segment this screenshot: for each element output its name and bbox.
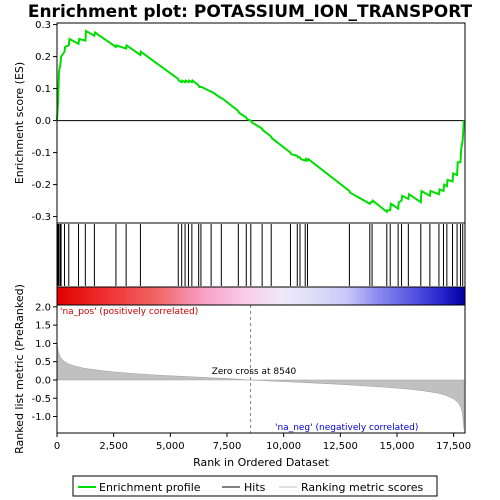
chart-title: Enrichment plot: POTASSIUM_ION_TRANSPORT — [28, 2, 473, 22]
es-y-tick-label: 0.3 — [35, 20, 51, 31]
legend: Enrichment profile Hits Ranking metric s… — [73, 476, 437, 496]
es-y-tick-label: -0.1 — [31, 148, 51, 159]
metric-y-tick-label: 0.0 — [35, 375, 51, 386]
es-plot-area — [57, 23, 465, 223]
x-axis-label: Rank in Ordered Dataset — [193, 456, 330, 469]
es-y-tick-label: 0.2 — [35, 52, 51, 63]
legend-metric-label: Ranking metric scores — [301, 481, 423, 494]
neg-correlated-label: 'na_neg' (negatively correlated) — [275, 423, 418, 433]
x-tick-label: 15,000 — [380, 441, 415, 452]
hits-frame — [57, 223, 465, 287]
rank-color-band — [57, 287, 465, 305]
metric-y-ticks: 2.0 1.5 1.0 0.5 0.0 -0.5 -1.0 — [31, 302, 57, 423]
metric-y-tick-label: 0.5 — [35, 357, 51, 368]
metric-y-tick-label: 1.5 — [35, 321, 51, 332]
zero-cross-label: Zero cross at 8540 — [212, 367, 297, 377]
x-tick-label: 17,500 — [436, 441, 471, 452]
x-tick-label: 2,500 — [99, 441, 128, 452]
x-tick-label: 12,500 — [323, 441, 358, 452]
legend-profile-label: Enrichment profile — [99, 481, 201, 494]
es-y-tick-label: 0.1 — [35, 84, 51, 95]
x-tick-label: 7,500 — [213, 441, 242, 452]
es-y-tick-label: -0.2 — [31, 180, 51, 191]
metric-y-axis-label: Ranked list metric (PreRanked) — [13, 284, 26, 454]
es-y-tick-label: -0.3 — [31, 212, 51, 223]
pos-correlated-label: 'na_pos' (positively correlated) — [60, 307, 198, 317]
metric-y-tick-label: 2.0 — [35, 302, 51, 313]
metric-panel: 2.0 1.5 1.0 0.5 0.0 -0.5 -1.0 'na_pos' (positi… — [13, 284, 465, 454]
es-y-tick-label: 0.0 — [35, 116, 51, 127]
metric-y-tick-label: -1.0 — [31, 412, 51, 423]
legend-hits-label: Hits — [244, 481, 266, 494]
es-y-axis-label: Enrichment score (ES) — [13, 62, 26, 184]
metric-y-tick-label: 1.0 — [35, 339, 51, 350]
x-tick-label: 10,000 — [266, 441, 301, 452]
x-tick-label: 0 — [54, 441, 60, 452]
x-axis-ticks: 0 2,500 5,000 7,500 10,000 12,500 15,000 17,500 — [54, 433, 471, 452]
x-tick-label: 5,000 — [156, 441, 185, 452]
es-panel: 0.3 0.2 0.1 0.0 -0.1 -0.2 -0.3 Enrichment scor… — [13, 20, 465, 223]
es-y-ticks: 0.3 0.2 0.1 0.0 -0.1 -0.2 -0.3 — [31, 20, 57, 223]
hits-panel — [57, 223, 465, 305]
metric-y-tick-label: -0.5 — [31, 394, 51, 405]
